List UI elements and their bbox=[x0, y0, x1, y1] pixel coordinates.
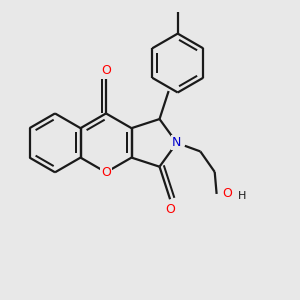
Text: N: N bbox=[172, 136, 182, 149]
Text: O: O bbox=[165, 203, 175, 216]
Text: O: O bbox=[101, 166, 111, 179]
Text: H: H bbox=[238, 191, 246, 201]
Text: O: O bbox=[101, 64, 111, 77]
Text: O: O bbox=[222, 188, 232, 200]
